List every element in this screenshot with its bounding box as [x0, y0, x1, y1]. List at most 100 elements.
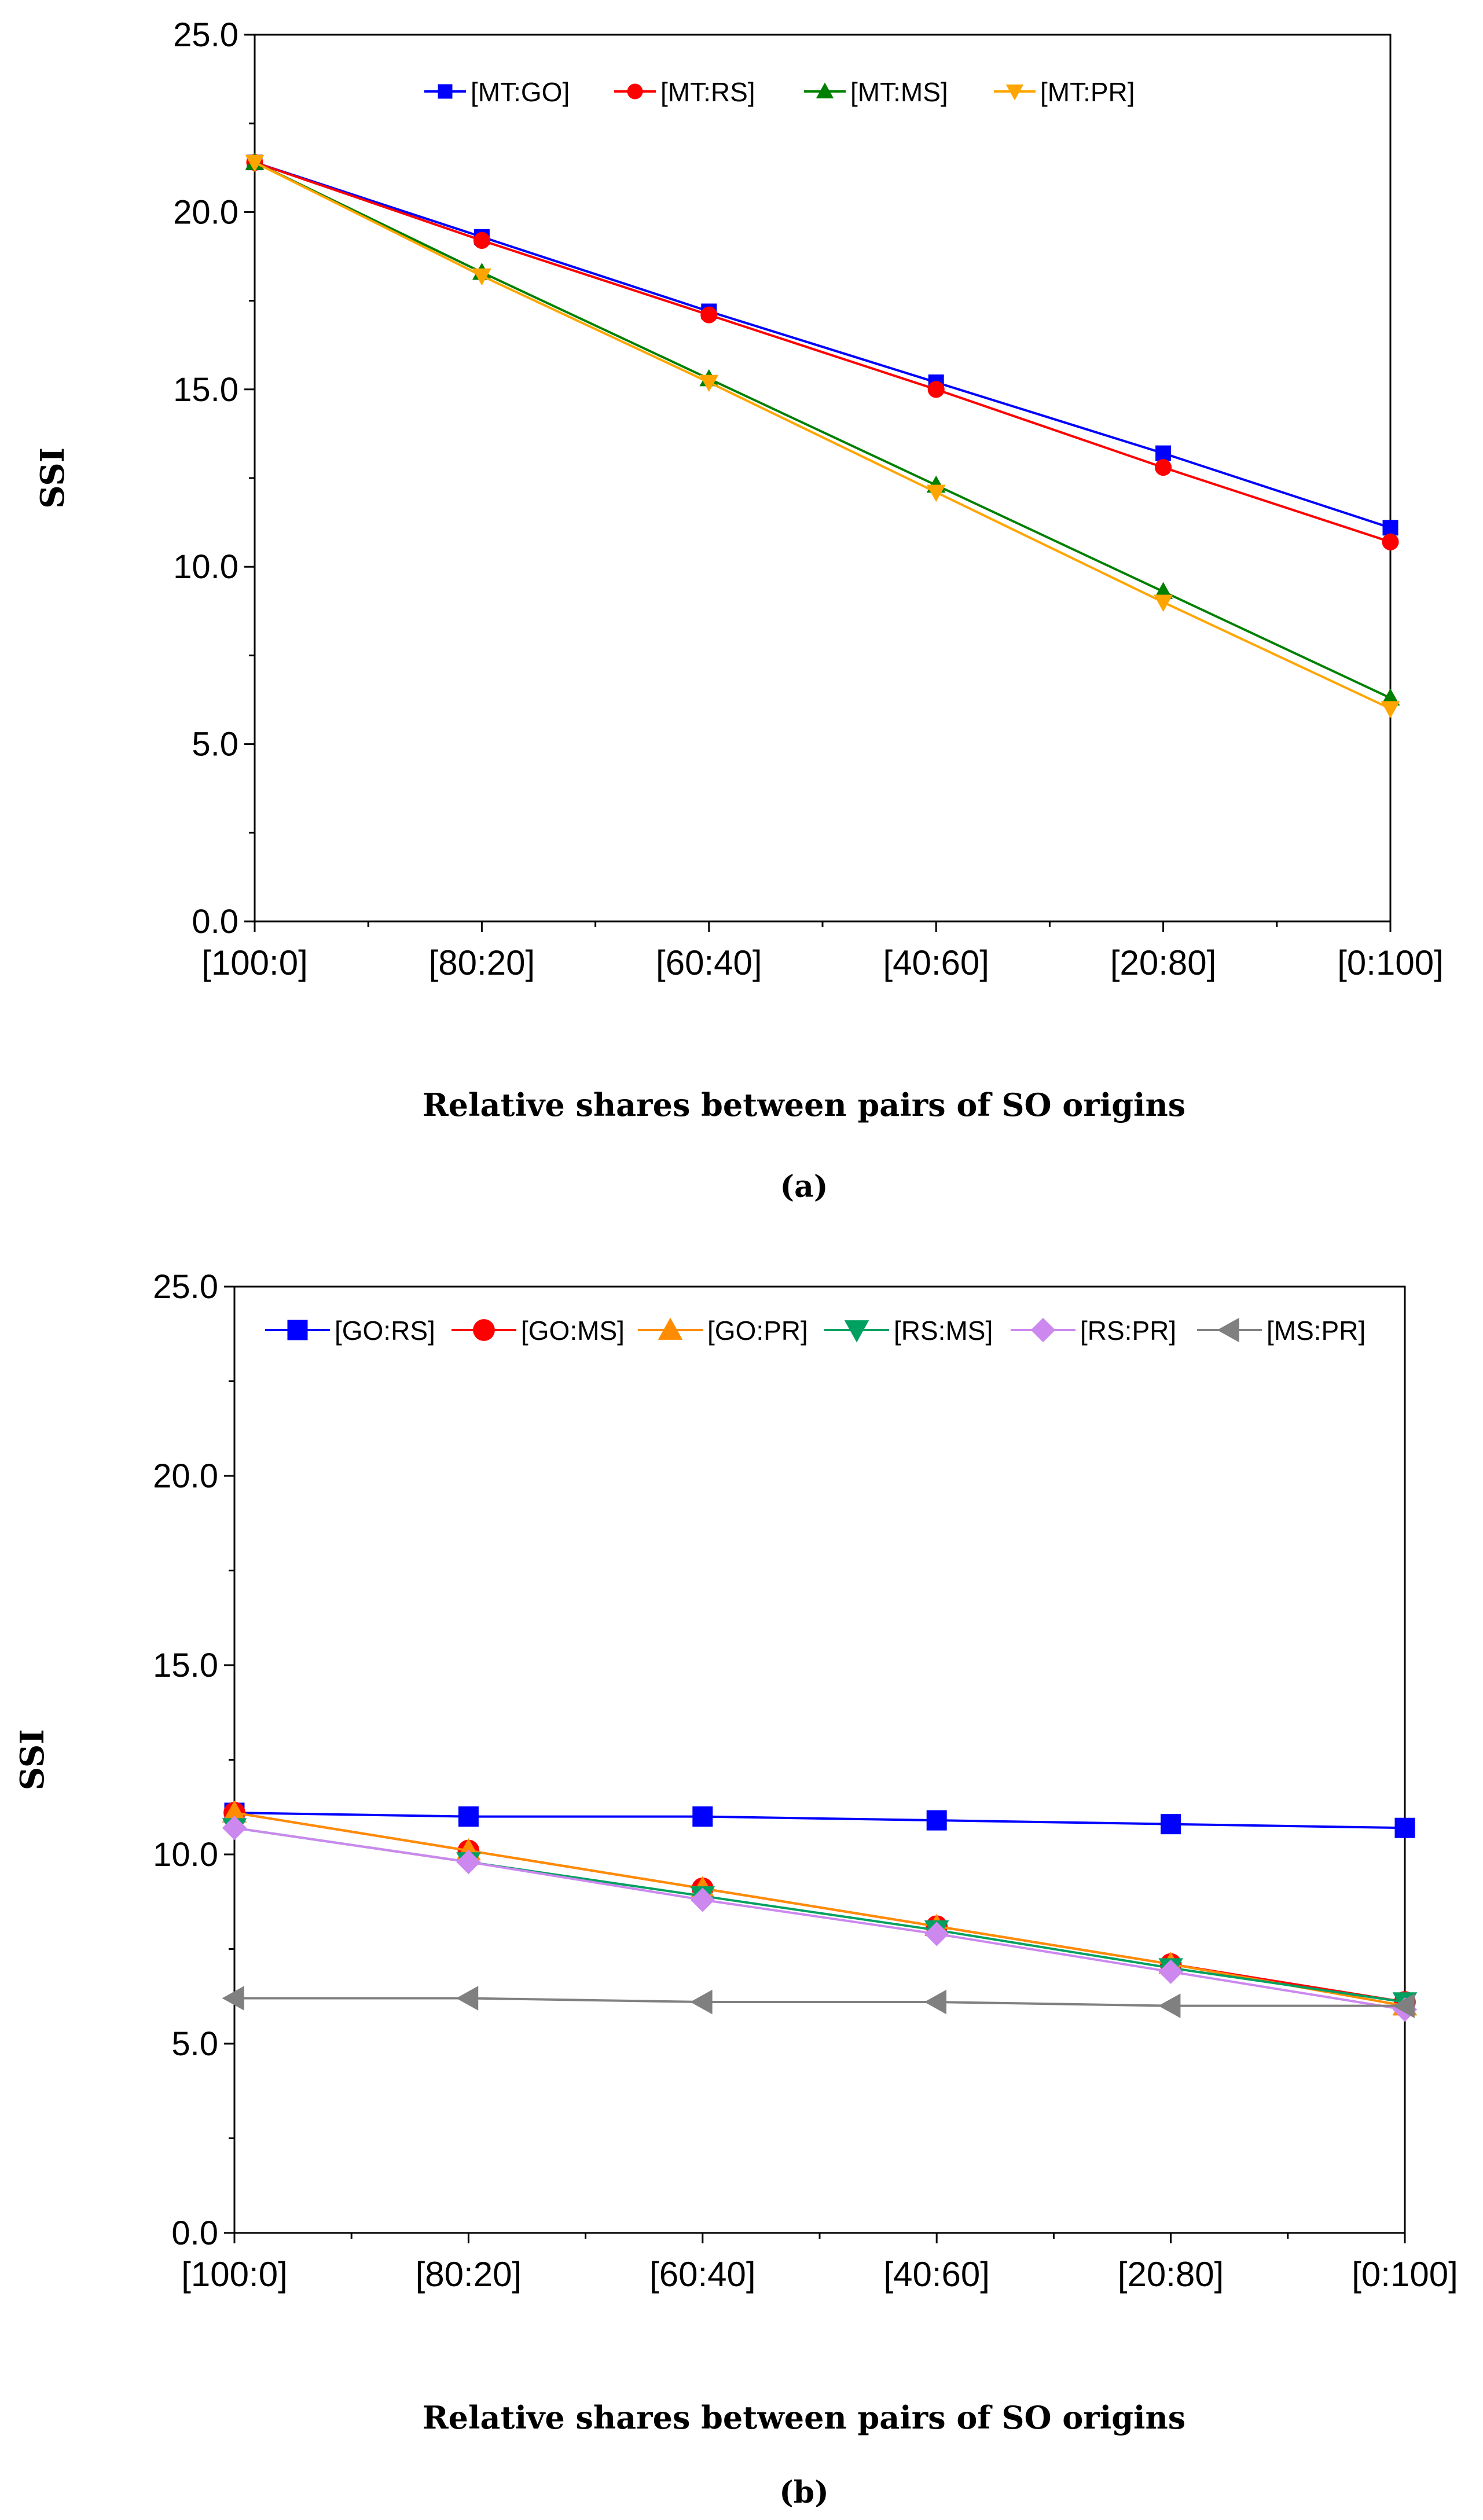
series-line — [234, 1812, 1405, 2007]
x-tick-label: [40:60] — [883, 943, 989, 982]
y-tick-label: 10.0 — [153, 1836, 218, 1874]
x-tick-label: [80:20] — [416, 2255, 522, 2294]
data-point — [692, 1806, 713, 1827]
data-point — [472, 268, 491, 286]
series-line — [234, 1827, 1405, 2011]
series-line — [254, 161, 1391, 710]
legend-label: [MT:GO] — [471, 77, 570, 107]
data-point — [456, 1986, 479, 2011]
legend-label: [MT:MS] — [850, 77, 948, 107]
legend-label: [MT:PR] — [1040, 77, 1135, 107]
series-rs-pr — [222, 1816, 1418, 2022]
legend-item: [GO:RS] — [265, 1316, 435, 1346]
x-tick-label: [0:100] — [1337, 943, 1444, 982]
series-mt-ms — [245, 152, 1400, 706]
data-point — [1382, 533, 1399, 550]
legend-item: [RS:PR] — [1011, 1316, 1176, 1346]
x-tick-label: [60:40] — [649, 2255, 756, 2294]
series-ms-pr — [222, 1986, 1415, 2018]
data-point — [690, 1887, 715, 1912]
series-line — [234, 1997, 1405, 2007]
series-line — [254, 161, 1391, 543]
data-point — [926, 1810, 947, 1831]
y-tick-label: 10.0 — [173, 548, 238, 586]
x-tick-label: [80:20] — [429, 943, 535, 982]
x-tick-label: [40:60] — [883, 2255, 990, 2294]
data-point — [700, 306, 718, 324]
legend-marker — [438, 84, 453, 99]
y-tick-label: 5.0 — [192, 726, 238, 763]
data-point — [924, 1989, 947, 2015]
data-point — [1161, 1814, 1181, 1835]
data-point — [1158, 1993, 1181, 2018]
x-tick-label: [0:100] — [1352, 2255, 1458, 2294]
series-mt-go — [247, 155, 1398, 536]
legend-label: [MS:PR] — [1267, 1316, 1365, 1346]
data-point — [222, 1816, 247, 1841]
legend-item: [GO:MS] — [451, 1316, 625, 1346]
y-tick-label: 0.0 — [192, 903, 238, 941]
y-tick-label: 25.0 — [173, 16, 238, 54]
legend-label: [MT:RS] — [660, 77, 755, 107]
y-tick-label: 20.0 — [153, 1457, 218, 1495]
chart-panel-a: 0.0 5.0 10.0 15.0 20.0 25.0 [100:0] [80:20] [60:… — [34, 16, 1444, 1204]
y-tick-label: 15.0 — [173, 371, 238, 409]
series-line — [254, 161, 1391, 699]
legend-item: [MT:PR] — [994, 77, 1135, 107]
series-mt-pr — [245, 155, 1400, 718]
data-point — [1382, 520, 1398, 536]
x-tick-label: [100:0] — [201, 943, 308, 982]
x-tick-label: [60:40] — [656, 943, 762, 982]
y-tick-label: 25.0 — [153, 1268, 218, 1306]
plot-frame — [254, 34, 1392, 923]
data-point — [1155, 445, 1172, 461]
x-tick-label: [20:80] — [1110, 943, 1217, 982]
legend-marker — [473, 1319, 495, 1341]
data-point — [245, 155, 265, 172]
y-tick-label: 15.0 — [153, 1647, 218, 1684]
legend-marker — [658, 1317, 683, 1340]
legend-item: [GO:PR] — [638, 1316, 808, 1346]
data-point — [1381, 701, 1400, 718]
data-point — [1155, 459, 1172, 476]
data-point — [924, 1922, 949, 1946]
y-axis-title: SSI — [13, 1729, 52, 1791]
series-mt-rs — [246, 154, 1399, 550]
legend-item: [RS:MS] — [824, 1316, 993, 1346]
y-tick-label: 5.0 — [171, 2025, 218, 2063]
legend-marker — [1005, 84, 1024, 101]
data-point — [1154, 594, 1173, 612]
series-line — [254, 161, 1391, 529]
legend: [MT:GO] [MT:RS] [MT:MS] [MT:PR] — [424, 77, 1135, 107]
data-point — [456, 1849, 481, 1875]
chart-panel-b: 0.0 5.0 10.0 15.0 20.0 25.0 [100:0] [80:20] [60:… — [13, 1268, 1458, 2510]
legend-label: [GO:PR] — [707, 1316, 808, 1346]
legend-marker — [844, 1320, 869, 1343]
data-point — [1392, 1993, 1415, 2018]
y-tick-label: 20.0 — [173, 193, 238, 231]
data-point — [1394, 1817, 1415, 1838]
legend-marker — [816, 82, 834, 99]
data-point — [1158, 1959, 1183, 1984]
legend-marker — [1217, 1317, 1239, 1343]
legend-marker — [627, 83, 643, 100]
data-point — [690, 1989, 713, 2015]
data-point — [458, 1806, 479, 1827]
panel-label: (a) — [780, 1169, 828, 1204]
data-point — [222, 1986, 244, 2011]
x-tick-label: [100:0] — [181, 2255, 288, 2294]
data-point — [926, 484, 946, 502]
legend-marker — [287, 1320, 308, 1340]
legend-item: [MT:RS] — [614, 77, 755, 107]
x-axis-title: Relative shares between pairs of SO orig… — [423, 2399, 1185, 2436]
plot-frame — [233, 1285, 1406, 2234]
y-axis-title: SSI — [34, 447, 72, 509]
series-go-rs — [224, 1802, 1415, 1838]
legend-item: [MT:MS] — [804, 77, 948, 107]
series-line — [234, 1812, 1405, 1830]
panel-label: (b) — [779, 2475, 829, 2510]
x-axis-title: Relative shares between pairs of SO orig… — [423, 1086, 1185, 1123]
data-point — [699, 374, 719, 392]
legend-label: [GO:RS] — [335, 1316, 435, 1346]
